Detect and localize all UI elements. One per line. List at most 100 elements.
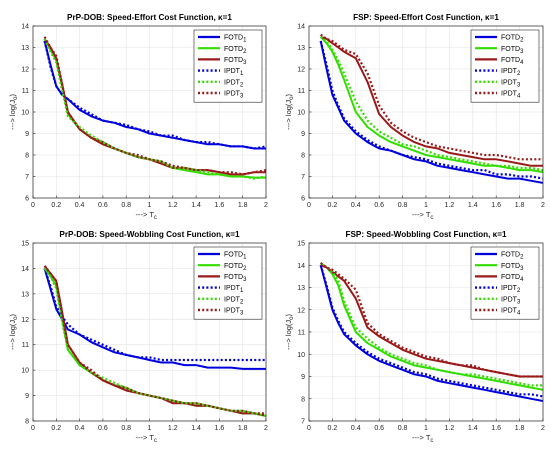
x-tick-label: 1.4 xyxy=(468,425,478,432)
chart-title: FSP: Speed-Wobbling Cost Function, κ=1 xyxy=(345,230,507,239)
y-tick-label: 7 xyxy=(25,174,29,181)
legend-label: IPDT1 xyxy=(224,285,244,294)
legend-label: FOTD4 xyxy=(501,274,524,283)
legend-box xyxy=(470,246,540,320)
chart-title: FSP: Speed-Effort Cost Function, κ=1 xyxy=(353,13,499,22)
plot-frame xyxy=(32,242,267,422)
x-tick-label: 0.2 xyxy=(328,425,338,432)
series-line-fotd-3 xyxy=(320,262,543,391)
legend-label: IPDT3 xyxy=(224,308,244,317)
legend: FOTD2 FOTD3 FOTD4 IPDT2 IPDT3 IPDT4 xyxy=(470,246,540,320)
chart-panel-1: 0 0.2 0.4 0.6 0.8 1 1.2 1.4 1.6 1.8 2 6 7 8 9 10 11 12 13 1… xyxy=(8,13,268,221)
legend: FOTD1 FOTD2 FOTD3 IPDT1 IPDT2 IPDT3 xyxy=(193,29,263,103)
y-tick-label: 7 xyxy=(301,419,305,426)
y-axis-label: ---> log(Jo) xyxy=(8,313,19,350)
x-tick-label: 0 xyxy=(307,425,311,432)
x-tick-label: 2 xyxy=(541,202,545,209)
y-tick-label: 9 xyxy=(301,374,305,381)
x-tick-label: 1.6 xyxy=(491,202,501,209)
legend-box xyxy=(193,246,263,320)
legend-label: FOTD1 xyxy=(224,252,247,261)
x-tick-label: 0.2 xyxy=(328,202,338,209)
y-tick-label: 11 xyxy=(22,342,29,349)
y-tick-label: 8 xyxy=(301,153,305,160)
y-tick-label: 12 xyxy=(21,317,29,324)
x-tick-label: 1.2 xyxy=(445,202,455,209)
legend-label: IPDT2 xyxy=(224,296,244,305)
series-line-ipdt-2 xyxy=(319,40,543,180)
legend-label: FOTD3 xyxy=(224,274,247,283)
x-tick-label: 1.4 xyxy=(468,202,478,209)
x-tick-label: 1 xyxy=(424,425,428,432)
x-tick-label: 0.2 xyxy=(51,425,61,432)
legend-label: FOTD2 xyxy=(224,46,247,55)
x-tick-label: 0.6 xyxy=(98,202,108,209)
chart-panel-2: 0 0.2 0.4 0.6 0.8 1 1.2 1.4 1.6 1.8 2 6 7 8 9 10 11 12 13 1… xyxy=(284,13,545,221)
legend-box xyxy=(470,29,540,103)
legend-label: IPDT2 xyxy=(501,68,521,77)
x-tick-label: 2 xyxy=(264,202,268,209)
x-tick-label: 0.2 xyxy=(51,202,61,209)
series-line-fotd-4 xyxy=(320,35,543,167)
y-tick-label: 6 xyxy=(301,196,305,203)
chart-title: PrP-DOB: Speed-Wobbling Cost Function, κ… xyxy=(59,230,240,239)
x-tick-label: 0.4 xyxy=(351,425,361,432)
x-tick-label: 0.8 xyxy=(121,202,131,209)
chart-panel-4: 0 0.2 0.4 0.6 0.8 1 1.2 1.4 1.6 1.8 2 7 8 9 10 11 12 13 14… xyxy=(284,230,545,444)
y-tick-label: 14 xyxy=(21,24,29,31)
x-tick-label: 0 xyxy=(31,425,35,432)
x-axis-label: ---> Tc xyxy=(412,433,433,444)
y-tick-label: 11 xyxy=(298,88,305,95)
x-tick-label: 1.2 xyxy=(168,425,178,432)
y-tick-label: 6 xyxy=(25,196,29,203)
y-axis-label: ---> log(Jo) xyxy=(8,93,19,130)
y-tick-label: 13 xyxy=(297,45,305,52)
x-tick-label: 0.6 xyxy=(374,202,384,209)
x-tick-label: 1 xyxy=(148,202,152,209)
x-axis-label: ---> Tc xyxy=(136,210,157,221)
y-tick-label: 12 xyxy=(297,307,305,314)
y-axis-label: ---> log(Jo) xyxy=(284,93,295,130)
x-tick-label: 2 xyxy=(541,425,545,432)
x-tick-label: 0.4 xyxy=(75,425,85,432)
x-tick-label: 0.6 xyxy=(98,425,108,432)
y-axis-label: ---> log(Jo) xyxy=(284,313,295,350)
legend-label: FOTD3 xyxy=(224,57,247,66)
y-tick-label: 15 xyxy=(297,241,305,248)
x-tick-label: 0.8 xyxy=(398,202,408,209)
x-tick-label: 1.6 xyxy=(215,202,225,209)
x-tick-label: 1.8 xyxy=(238,202,248,209)
x-tick-label: 2 xyxy=(264,425,268,432)
y-tick-label: 12 xyxy=(297,67,305,74)
y-tick-label: 8 xyxy=(25,153,29,160)
x-tick-label: 0.8 xyxy=(121,425,131,432)
y-tick-label: 15 xyxy=(21,241,29,248)
y-tick-label: 9 xyxy=(301,131,305,138)
x-tick-label: 1 xyxy=(424,202,428,209)
plot-frame xyxy=(308,25,544,199)
chart-title: PrP-DOB: Speed-Effort Cost Function, κ=1 xyxy=(67,13,232,22)
legend-label: FOTD1 xyxy=(224,35,247,44)
x-axis-label: ---> Tc xyxy=(136,433,157,444)
y-tick-label: 9 xyxy=(25,131,29,138)
x-tick-label: 0 xyxy=(31,202,35,209)
x-tick-label: 1.8 xyxy=(515,202,525,209)
legend-label: IPDT4 xyxy=(501,91,521,100)
plot-frame xyxy=(32,25,267,199)
x-tick-label: 1.6 xyxy=(491,425,501,432)
legend-label: IPDT3 xyxy=(224,91,244,100)
x-tick-label: 0.4 xyxy=(351,202,361,209)
series-line-ipdt-2 xyxy=(43,267,266,417)
legend-label: FOTD2 xyxy=(501,35,524,44)
legend-label: IPDT2 xyxy=(224,79,244,88)
y-tick-label: 10 xyxy=(297,110,305,117)
y-tick-label: 13 xyxy=(21,291,29,298)
y-tick-label: 14 xyxy=(297,24,305,31)
legend-label: FOTD4 xyxy=(501,57,524,66)
series-line-ipdt-1 xyxy=(43,268,266,362)
y-tick-label: 8 xyxy=(301,396,305,403)
y-tick-label: 10 xyxy=(21,110,29,117)
x-tick-label: 1.6 xyxy=(215,425,225,432)
plot-frame xyxy=(308,242,544,422)
